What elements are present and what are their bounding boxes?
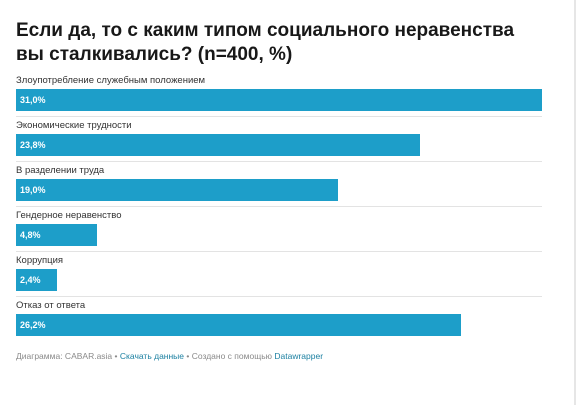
bar [16, 314, 461, 336]
right-edge-border [574, 0, 576, 405]
category-label: Гендерное неравенство [16, 210, 122, 221]
bar-track: 19,0% [16, 179, 542, 201]
chart-footer: Диаграмма: CABAR.asia • Скачать данные •… [16, 351, 323, 362]
row-separator [16, 251, 542, 252]
bar-row: Коррупция 2,4% [16, 255, 542, 300]
row-separator [16, 206, 542, 207]
bar-value-label: 23,8% [20, 140, 46, 150]
chart-title: Если да, то с каким типом социального не… [16, 20, 515, 65]
bar [16, 89, 542, 111]
footer-separator: • [112, 351, 120, 361]
bar-track: 2,4% [16, 269, 542, 291]
category-label: Злоупотребление служебным положением [16, 75, 206, 86]
row-separator [16, 296, 542, 297]
bar [16, 224, 97, 246]
bar-value-label: 2,4% [20, 275, 41, 285]
bar-value-label: 4,8% [20, 230, 41, 240]
source-credit: Диаграмма: CABAR.asia [16, 351, 113, 361]
footer-separator: • [184, 351, 192, 361]
category-label: Экономические трудности [16, 120, 132, 131]
category-label: Коррупция [16, 255, 64, 266]
row-separator [16, 161, 542, 162]
bar [16, 179, 338, 201]
bar-row: В разделении труда 19,0% [16, 165, 542, 210]
category-label: Отказ от ответа [16, 300, 86, 311]
bar-value-label: 19,0% [20, 185, 46, 195]
datawrapper-link[interactable]: Datawrapper [274, 351, 324, 361]
bar-row: Экономические трудности 23,8% [16, 120, 542, 165]
bar-chart: Злоупотребление служебным положением 31,0… [16, 75, 542, 345]
bar-track: 23,8% [16, 134, 542, 156]
row-separator [16, 116, 542, 117]
download-data-link[interactable]: Скачать данные [119, 351, 185, 361]
bar-row: Отказ от ответа 26,2% [16, 300, 542, 345]
category-label: В разделении труда [16, 165, 105, 176]
bar-row: Злоупотребление служебным положением 31,0… [16, 75, 542, 120]
bar-value-label: 26,2% [20, 320, 46, 330]
bar-value-label: 31,0% [20, 95, 46, 105]
bar-track: 4,8% [16, 224, 542, 246]
bar [16, 134, 420, 156]
bar-row: Гендерное неравенство 4,8% [16, 210, 542, 255]
created-with-text: Создано с помощью [191, 351, 275, 361]
bar-track: 31,0% [16, 89, 542, 111]
bar [16, 269, 57, 291]
bar-track: 26,2% [16, 314, 542, 336]
